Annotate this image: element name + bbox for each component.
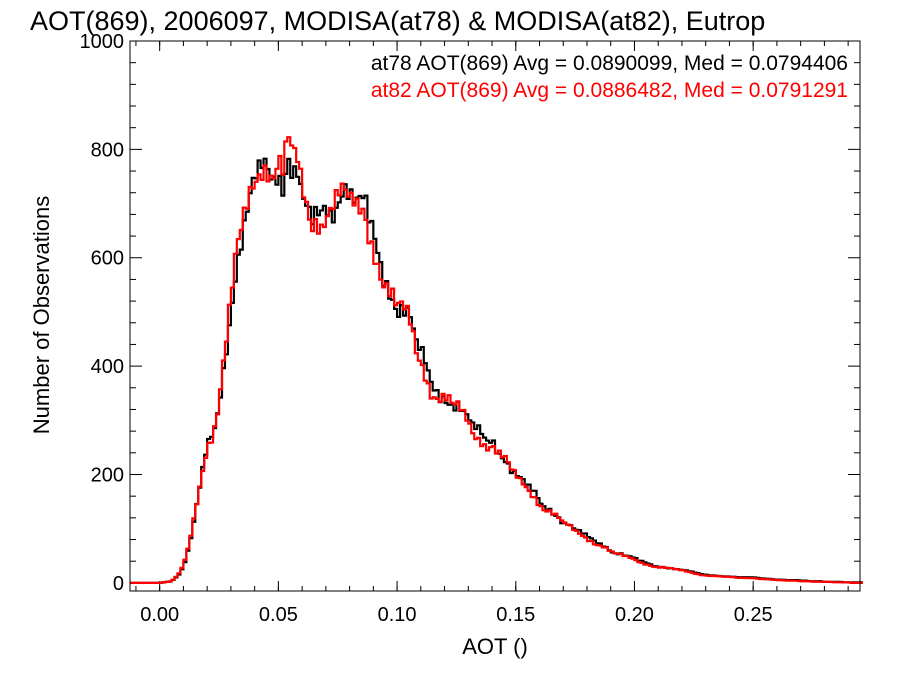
x-tick-label: 0.00 [140, 604, 179, 626]
x-axis-ticks: 0.00 0.05 0.10 0.15 0.20 0.25 [135, 41, 849, 626]
plot-frame [129, 40, 861, 592]
y-tick-label: 400 [91, 356, 124, 378]
y-tick-label: 0 [113, 573, 124, 595]
x-tick-label: 0.20 [615, 604, 654, 626]
x-tick-label: 0.05 [259, 604, 298, 626]
legend-entry-at78: at78 AOT(869) Avg = 0.0890099, Med = 0.0… [371, 52, 848, 75]
y-tick-label: 1000 [80, 31, 125, 53]
y-tick-label: 800 [91, 139, 124, 161]
y-axis-ticks: 0 200 400 600 800 1000 [80, 31, 860, 595]
legend-entry-at82: at82 AOT(869) Avg = 0.0886482, Med = 0.0… [371, 79, 848, 102]
y-axis-label: Number of Observations [29, 196, 54, 434]
chart-title: AOT(869), 2006097, MODISA(at78) & MODISA… [30, 6, 765, 36]
y-tick-label: 200 [91, 464, 124, 486]
x-tick-label: 0.15 [496, 604, 535, 626]
x-axis-label: AOT () [462, 634, 528, 659]
x-tick-label: 0.25 [734, 604, 773, 626]
series-at82-histogram [130, 136, 863, 584]
y-tick-label: 600 [91, 248, 124, 270]
x-tick-label: 0.10 [378, 604, 417, 626]
series-group [130, 136, 863, 584]
